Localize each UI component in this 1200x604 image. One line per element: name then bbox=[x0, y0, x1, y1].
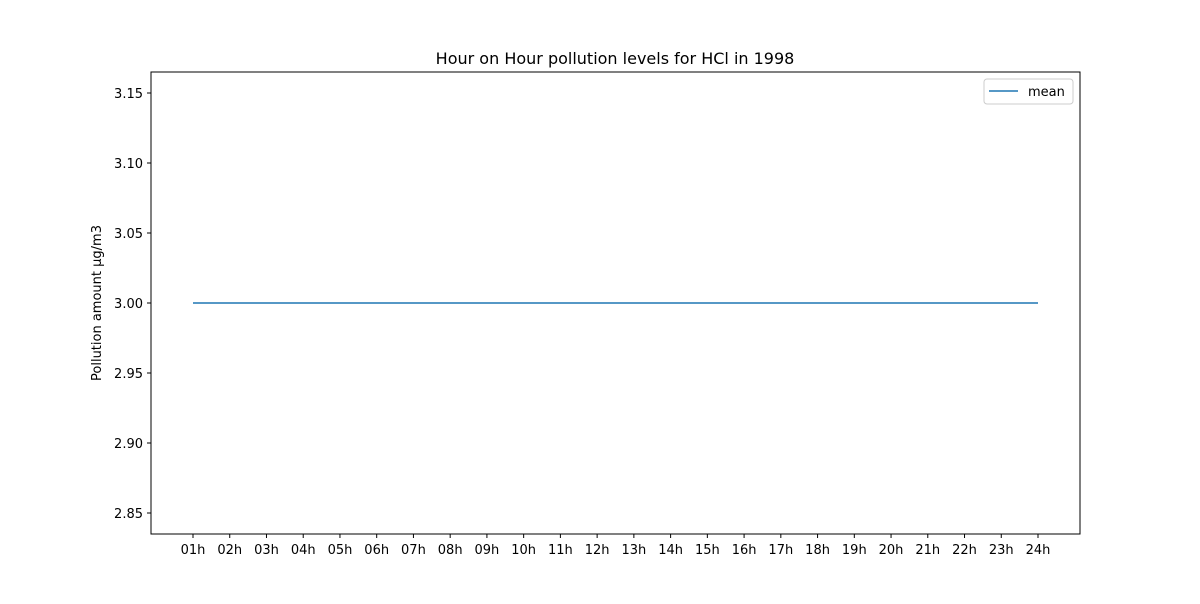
x-tick-label: 08h bbox=[438, 543, 463, 558]
y-axis-label: Pollution amount µg/m3 bbox=[90, 225, 105, 381]
x-tick-label: 09h bbox=[475, 543, 500, 558]
x-tick-label: 17h bbox=[768, 543, 793, 558]
x-tick-label: 10h bbox=[511, 543, 536, 558]
x-tick-label: 20h bbox=[879, 543, 904, 558]
y-tick-label: 3.10 bbox=[114, 157, 143, 172]
x-tick-label: 01h bbox=[181, 543, 206, 558]
x-tick-label: 21h bbox=[915, 543, 940, 558]
y-tick-label: 3.15 bbox=[114, 87, 143, 102]
x-tick-label: 02h bbox=[217, 543, 242, 558]
y-tick-label: 3.05 bbox=[114, 227, 143, 242]
y-tick-label: 2.95 bbox=[114, 367, 143, 382]
y-tick-label: 2.85 bbox=[114, 507, 143, 522]
y-tick-label: 3.00 bbox=[114, 297, 143, 312]
x-tick-label: 24h bbox=[1026, 543, 1051, 558]
x-tick-label: 13h bbox=[621, 543, 646, 558]
x-tick-label: 16h bbox=[732, 543, 757, 558]
x-tick-label: 22h bbox=[952, 543, 977, 558]
x-tick-label: 23h bbox=[989, 543, 1014, 558]
x-tick-label: 06h bbox=[364, 543, 389, 558]
legend-label: mean bbox=[1028, 85, 1065, 100]
x-tick-label: 15h bbox=[695, 543, 720, 558]
x-tick-label: 19h bbox=[842, 543, 867, 558]
x-tick-label: 03h bbox=[254, 543, 279, 558]
x-tick-label: 07h bbox=[401, 543, 426, 558]
x-tick-label: 04h bbox=[291, 543, 316, 558]
legend-box bbox=[983, 78, 1074, 105]
plot-area: 01h 02h 03h 04h 05h 06h 07h 08h 09h 10h 11h 12h 13h 1… bbox=[114, 71, 1081, 558]
y-tick-label: 2.90 bbox=[114, 437, 143, 452]
chart-title: Hour on Hour pollution levels for HCl in… bbox=[436, 49, 795, 68]
x-tick-label: 05h bbox=[328, 543, 353, 558]
x-tick-label: 14h bbox=[658, 543, 683, 558]
x-tick-label: 12h bbox=[585, 543, 610, 558]
x-tick-label: 11h bbox=[548, 543, 573, 558]
x-tick-label: 18h bbox=[805, 543, 830, 558]
